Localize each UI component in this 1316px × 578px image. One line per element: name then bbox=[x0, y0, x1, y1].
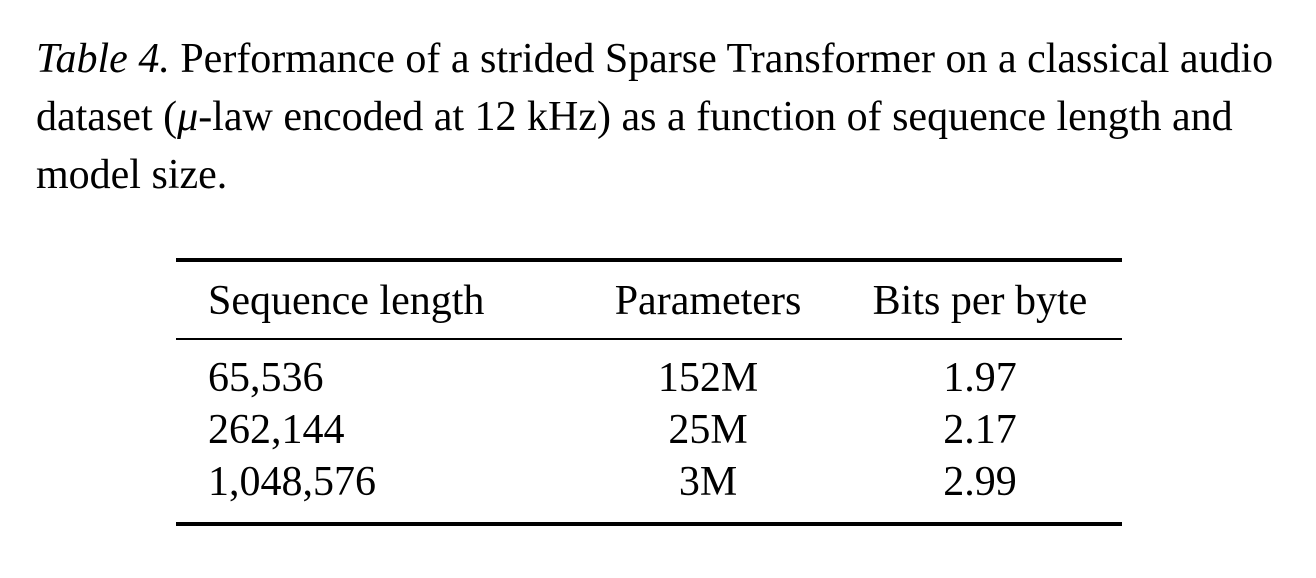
cell-bits-per-byte: 2.17 bbox=[943, 407, 1017, 453]
cell-parameters: 3M bbox=[678, 459, 738, 505]
cell-sequence-length: 1,048,576 bbox=[208, 459, 376, 505]
caption-mu-symbol: μ bbox=[177, 94, 199, 140]
cell-parameters: 152M bbox=[657, 355, 759, 401]
header-bits-per-byte: Bits per byte bbox=[838, 260, 1122, 340]
header-row: Sequence length Parameters Bits per byte bbox=[176, 260, 1122, 340]
table-row: 65,536 152M 1.97 bbox=[176, 339, 1122, 404]
table-row: 1,048,576 3M 2.99 bbox=[176, 456, 1122, 524]
cell-parameters: 25M bbox=[668, 407, 748, 453]
table-row: 262,144 25M 2.17 bbox=[176, 404, 1122, 456]
table-caption: Table 4. Performance of a strided Sparse… bbox=[36, 30, 1286, 204]
cell-bits-per-byte: 2.99 bbox=[943, 459, 1017, 505]
header-parameters: Parameters bbox=[578, 260, 838, 340]
caption-label: Table 4. bbox=[36, 36, 170, 82]
caption-text-part-2: -law encoded at 12 kHz) as a function of… bbox=[36, 94, 1233, 198]
results-table-container: Sequence length Parameters Bits per byte… bbox=[176, 258, 1122, 526]
cell-sequence-length: 262,144 bbox=[208, 407, 345, 453]
header-sequence-length: Sequence length bbox=[176, 260, 578, 340]
cell-bits-per-byte: 1.97 bbox=[943, 355, 1017, 401]
cell-sequence-length: 65,536 bbox=[208, 355, 324, 401]
caption-text-part-1: Performance of a strided Sparse Transfor… bbox=[36, 36, 1274, 140]
results-table: Sequence length Parameters Bits per byte… bbox=[176, 258, 1122, 526]
